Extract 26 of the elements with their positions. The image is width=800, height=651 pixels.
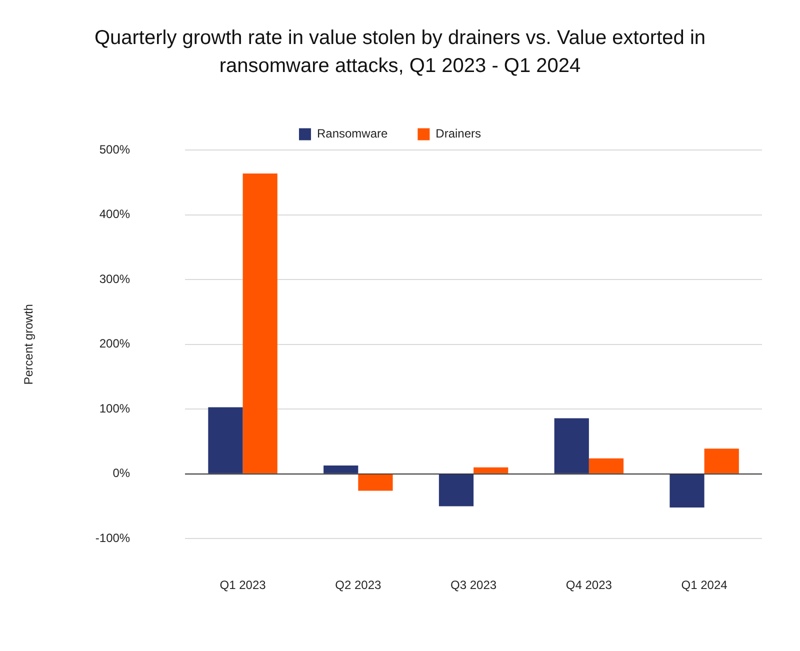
y-tick-label: 200% — [99, 336, 130, 351]
bar — [324, 465, 358, 474]
legend-label: Drainers — [436, 126, 482, 141]
chart-title: Quarterly growth rate in value stolen by drainers vs. Value extorted in ransomware attacks, Q1 2023 - Q1 2024 — [93, 26, 707, 79]
bar — [704, 448, 739, 474]
y-tick-label: 400% — [99, 207, 130, 222]
bar — [554, 418, 589, 474]
y-tick-label: 500% — [99, 142, 130, 157]
bar — [670, 474, 704, 508]
y-tick-label: 300% — [99, 272, 130, 286]
x-tick-label: Q1 2024 — [681, 578, 728, 592]
bar — [588, 458, 624, 474]
bar — [208, 407, 243, 474]
bar — [242, 174, 278, 474]
bar — [474, 467, 508, 474]
bar — [358, 474, 393, 491]
x-tick-label: Q4 2023 — [566, 578, 612, 592]
y-tick-label: -100% — [95, 530, 130, 545]
y-tick-label: 100% — [99, 401, 130, 416]
y-axis-title: Percent growth — [22, 304, 36, 385]
x-tick-label: Q3 2023 — [450, 578, 497, 592]
bar — [438, 474, 474, 506]
y-tick-label: 0% — [112, 466, 130, 480]
x-tick-label: Q1 2023 — [220, 578, 266, 592]
x-tick-label: Q2 2023 — [335, 578, 382, 592]
legend-label: Ransomware — [316, 126, 388, 141]
